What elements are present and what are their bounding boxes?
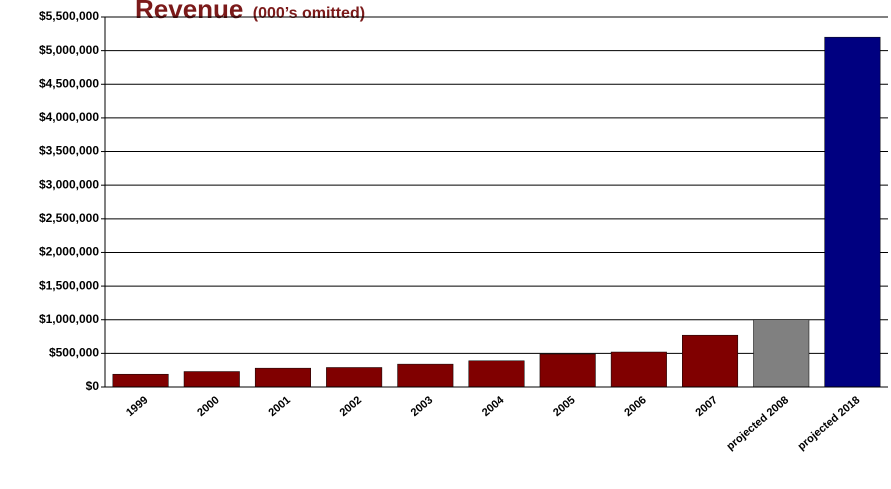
bar bbox=[183, 371, 240, 388]
x-tick-label: 1999 bbox=[124, 394, 150, 419]
bar bbox=[326, 367, 383, 388]
y-tick-label: $3,000,000 bbox=[39, 177, 99, 191]
chart-title-group: Revenue (000’s omitted) bbox=[135, 0, 365, 24]
bar bbox=[397, 363, 454, 388]
bar bbox=[610, 351, 667, 388]
y-tick-label: $4,000,000 bbox=[39, 110, 99, 124]
chart-title: Revenue bbox=[135, 0, 243, 24]
bar bbox=[539, 353, 596, 388]
bar bbox=[824, 36, 881, 388]
y-tick-label: $1,000,000 bbox=[39, 312, 99, 326]
x-tick-label: 2004 bbox=[480, 394, 507, 419]
y-tick-label: $2,000,000 bbox=[39, 245, 99, 259]
x-tick-label: 2007 bbox=[694, 394, 720, 419]
x-tick-label: 2001 bbox=[266, 394, 292, 419]
y-tick-label: $3,500,000 bbox=[39, 144, 99, 158]
x-tick-label: projected 2018 bbox=[796, 394, 863, 453]
bar bbox=[468, 360, 525, 388]
bar bbox=[112, 373, 169, 388]
x-tick-label: 2002 bbox=[338, 394, 364, 419]
bar bbox=[682, 334, 739, 388]
x-tick-label: 2005 bbox=[551, 394, 577, 419]
chart-subtitle: (000’s omitted) bbox=[253, 5, 365, 22]
y-tick-label: $5,500,000 bbox=[39, 9, 99, 23]
y-tick-label: $0 bbox=[86, 379, 100, 393]
y-tick-label: $2,500,000 bbox=[39, 211, 99, 225]
x-tick-label: projected 2008 bbox=[724, 394, 791, 453]
x-tick-label: 2000 bbox=[195, 394, 221, 419]
y-tick-label: $1,500,000 bbox=[39, 278, 99, 292]
bar bbox=[254, 367, 311, 388]
y-tick-label: $4,500,000 bbox=[39, 76, 99, 90]
y-tick-label: $5,000,000 bbox=[39, 43, 99, 57]
y-tick-label: $500,000 bbox=[49, 346, 99, 360]
x-tick-label: 2003 bbox=[409, 394, 435, 419]
bar bbox=[753, 319, 810, 388]
x-tick-label: 2006 bbox=[622, 394, 648, 419]
